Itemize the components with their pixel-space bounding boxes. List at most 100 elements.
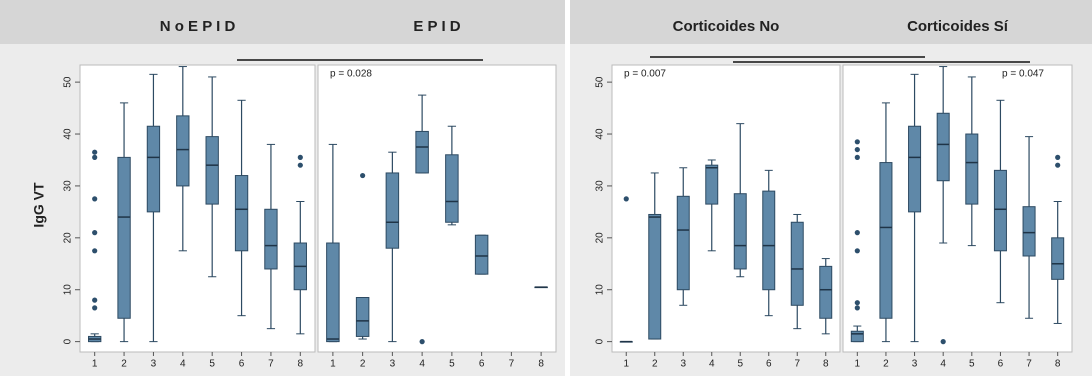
outlier: [1055, 154, 1061, 160]
y-tick-label: 0: [595, 338, 606, 344]
y-tick-label: 0: [63, 338, 74, 344]
outlier: [854, 248, 860, 254]
x-tick-label: 7: [794, 359, 800, 370]
annotation: p = 0.007: [624, 69, 666, 80]
x-tick-label: 2: [360, 359, 366, 370]
y-tick-label: 50: [63, 76, 74, 88]
x-tick-label: 5: [737, 359, 743, 370]
x-tick-label: 3: [151, 359, 157, 370]
outlier: [419, 339, 425, 345]
x-tick-label: 8: [298, 359, 304, 370]
box: [705, 164, 719, 205]
x-tick-label: 4: [419, 359, 425, 370]
panel-title: N o E P I D: [160, 18, 236, 35]
outlier: [854, 300, 860, 306]
box: [385, 172, 400, 249]
outlier: [297, 154, 303, 160]
y-tick-label: 10: [63, 284, 74, 296]
box: [993, 169, 1007, 252]
separator: [565, 0, 570, 376]
box: [445, 154, 459, 223]
outlier: [1055, 162, 1061, 168]
box: [936, 112, 950, 182]
box: [205, 136, 219, 205]
panel-title: E P I D: [413, 18, 460, 35]
panel-title: Corticoides Sí: [907, 18, 1009, 35]
outlier: [92, 149, 98, 155]
panel-title: Corticoides No: [673, 18, 780, 35]
y-tick-label: 30: [63, 180, 74, 192]
box: [762, 190, 776, 291]
x-tick-label: 1: [855, 359, 861, 370]
x-tick-label: 6: [239, 359, 245, 370]
x-tick-label: 2: [652, 359, 658, 370]
x-tick-label: 7: [268, 359, 274, 370]
box: [819, 265, 833, 319]
outlier: [854, 230, 860, 236]
x-tick-label: 5: [969, 359, 975, 370]
box: [965, 133, 979, 205]
outlier: [92, 196, 98, 202]
x-tick-label: 1: [623, 359, 629, 370]
x-tick-label: 7: [509, 359, 515, 370]
box: [234, 175, 249, 252]
box: [176, 115, 190, 187]
outlier: [92, 297, 98, 303]
x-tick-label: 2: [121, 359, 127, 370]
x-tick-label: 6: [766, 359, 772, 370]
outlier: [297, 162, 303, 168]
outlier: [92, 230, 98, 236]
outlier: [854, 154, 860, 160]
x-tick-label: 6: [479, 359, 485, 370]
y-axis-label: IgG VT: [31, 182, 47, 228]
outlier: [92, 154, 98, 160]
box: [415, 130, 429, 174]
x-tick-label: 3: [912, 359, 918, 370]
annotation: p = 0.047: [1002, 69, 1044, 80]
x-tick-label: 5: [209, 359, 215, 370]
box: [879, 162, 893, 319]
box: [117, 156, 131, 319]
outlier: [940, 339, 946, 345]
outlier: [92, 305, 98, 311]
x-tick-label: 3: [680, 359, 686, 370]
x-tick-label: 5: [449, 359, 455, 370]
x-tick-label: 2: [883, 359, 889, 370]
outlier: [854, 139, 860, 145]
box: [1022, 206, 1036, 257]
x-tick-label: 4: [180, 359, 186, 370]
x-tick-label: 8: [823, 359, 829, 370]
y-tick-label: 20: [595, 232, 606, 244]
box: [676, 195, 690, 291]
box: [908, 125, 922, 213]
y-tick-label: 10: [595, 284, 606, 296]
box: [326, 242, 340, 343]
x-tick-label: 8: [1055, 359, 1061, 370]
annotation: p = 0.028: [330, 69, 372, 80]
box: [733, 193, 747, 270]
x-tick-label: 1: [330, 359, 336, 370]
x-tick-label: 1: [92, 359, 98, 370]
plot-area: [611, 64, 841, 353]
outlier: [854, 146, 860, 153]
y-tick-label: 40: [595, 128, 606, 140]
y-tick-label: 40: [63, 128, 74, 140]
x-tick-label: 8: [538, 359, 544, 370]
outlier: [360, 172, 366, 179]
box: [648, 213, 662, 340]
plot-area: [842, 64, 1073, 353]
outlier: [92, 248, 98, 254]
box: [146, 125, 161, 213]
box: [264, 208, 278, 270]
outlier: [623, 196, 629, 202]
box: [355, 297, 370, 337]
x-tick-label: 4: [940, 359, 946, 370]
box: [474, 234, 489, 275]
plot-area: [79, 64, 316, 353]
box: [850, 330, 864, 343]
header-band: [0, 0, 565, 44]
x-tick-label: 7: [1026, 359, 1032, 370]
box: [790, 221, 804, 306]
box: [1051, 237, 1065, 280]
